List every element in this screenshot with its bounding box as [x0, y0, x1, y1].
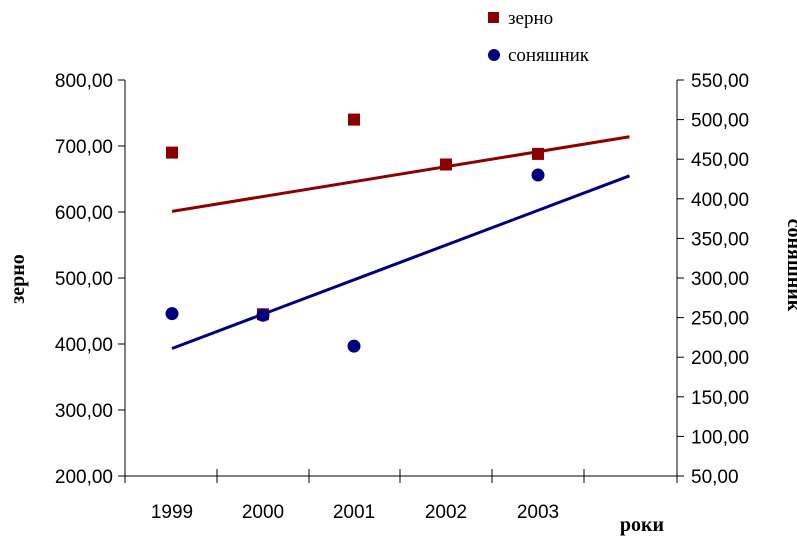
y-right-tick-label: 450,00 [691, 150, 749, 171]
y-right-tick-label: 300,00 [691, 269, 749, 290]
x-tick-label: 2001 [333, 502, 375, 523]
y-left-tick-label: 800,00 [55, 71, 113, 92]
point-zerno [166, 146, 178, 159]
trendline-zerno [171, 135, 630, 213]
y-right-tick-label: 200,00 [691, 348, 749, 369]
x-tick-label: 2000 [242, 502, 284, 523]
legend-label-sonyashnyk: соняшник [508, 45, 590, 66]
y-right-tick-label: 500,00 [691, 111, 749, 132]
axes [124, 80, 678, 477]
x-tick-label: 2003 [517, 502, 559, 523]
y-left-tick-label: 400,00 [55, 335, 113, 356]
x-axis-title: роки [620, 514, 664, 536]
point-zerno [532, 147, 544, 160]
point-sonyashnyk [165, 307, 179, 321]
y-right-tick-label: 100,00 [691, 427, 749, 448]
legend-marker-sonyashnyk [488, 49, 500, 61]
y-left-axis-title: зерно [7, 254, 29, 304]
y-right-tick-label: 400,00 [691, 190, 749, 211]
legend: зерно соняшник [488, 8, 590, 66]
point-zerno [440, 158, 452, 171]
point-sonyashnyk [256, 308, 270, 322]
y-left-tick-label: 200,00 [55, 467, 113, 488]
x-tick-label: 1999 [151, 502, 193, 523]
trendline-sonyashnyk [171, 174, 631, 350]
y-left-tick-label: 300,00 [55, 401, 113, 422]
y-right-axis-title: соняшник [783, 219, 797, 312]
y-right-tick-label: 250,00 [691, 309, 749, 330]
y-left-tick-label: 600,00 [55, 203, 113, 224]
x-tick-label: 2002 [425, 502, 467, 523]
point-sonyashnyk [347, 339, 361, 353]
point-zerno [348, 113, 360, 126]
y-left-tick-label: 500,00 [55, 269, 113, 290]
legend-marker-zerno [488, 12, 499, 23]
y-right-tick-label: 350,00 [691, 229, 749, 250]
point-sonyashnyk [531, 168, 545, 182]
y-right-tick-label: 50,00 [691, 467, 739, 488]
trendlines [171, 135, 631, 350]
ticks: 200,00 300,00 400,00 500,00 600,00 700,00 800,… [55, 71, 749, 523]
legend-label-zerno: зерно [508, 8, 553, 29]
points [165, 113, 545, 353]
y-left-tick-label: 700,00 [55, 137, 113, 158]
y-right-tick-label: 150,00 [691, 388, 749, 409]
y-right-tick-label: 550,00 [691, 71, 749, 92]
